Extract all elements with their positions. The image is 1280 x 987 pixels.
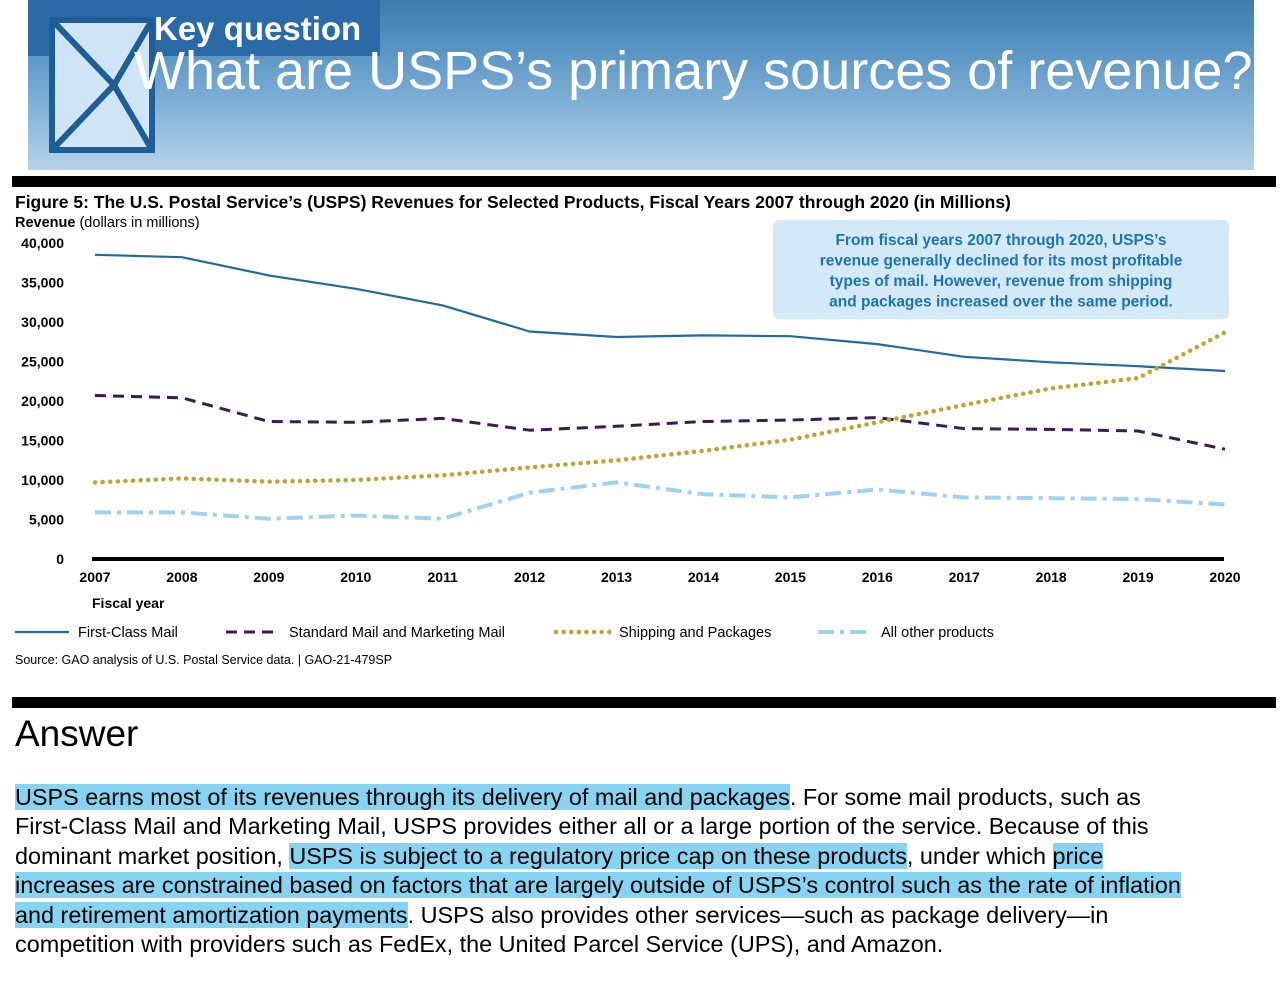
y-axis-title-unit: (dollars in millions) [75, 215, 199, 231]
y-tick-label: 15,000 [21, 433, 64, 449]
highlighted-text: increases are constrained based on facto… [15, 872, 1181, 899]
y-tick-label: 0 [56, 551, 64, 567]
y-tick-label: 10,000 [21, 472, 64, 488]
legend-label: Shipping and Packages [619, 625, 771, 641]
answer-line: increases are constrained based on facto… [15, 871, 1273, 900]
annotation-text: From fiscal years 2007 through 2020, USP… [820, 232, 1183, 311]
y-axis-title-bold: Revenue [15, 215, 75, 231]
answer-heading: Answer [15, 713, 139, 754]
highlighted-text: price [1052, 842, 1104, 869]
x-tick-label: 2009 [253, 569, 284, 585]
x-tick-labels: 2007 2008 2009 2010 2011 2012 2013 2014 2015 2016… [79, 569, 1240, 585]
envelope-icon [49, 17, 155, 153]
answer-text-run: dominant market position, [15, 842, 290, 869]
chart-title: Figure 5: The U.S. Postal Service’s (USP… [15, 192, 1011, 212]
annotation-line: revenue generally declined for its most … [820, 253, 1183, 270]
header-banner: Key question What are USPS’s primary sou… [28, 0, 1254, 170]
annotation-line: and packages increased over the same per… [829, 294, 1173, 311]
page-title: What are USPS’s primary sources of reven… [134, 41, 1253, 101]
answer-text-run: First-Class Mail and Marketing Mail, USP… [15, 813, 1149, 840]
answer-line: dominant market position, USPS is subjec… [15, 842, 1273, 871]
x-tick-label: 2008 [166, 569, 197, 585]
series-lines [92, 253, 1228, 521]
answer-text-run: , under which [906, 842, 1053, 869]
x-tick-label: 2013 [601, 569, 632, 585]
series-line-shipping-and-packages [92, 330, 1228, 485]
legend-label: Standard Mail and Marketing Mail [289, 625, 505, 641]
legend-label: First-Class Mail [78, 625, 178, 641]
answer-text-run: . USPS also provides other services—such… [407, 901, 1109, 928]
y-tick-label: 25,000 [21, 354, 64, 370]
answer-paragraph: USPS earns most of its revenues through … [15, 783, 1273, 959]
answer-line: USPS earns most of its revenues through … [15, 783, 1273, 812]
annotation-line: From fiscal years 2007 through 2020, USP… [835, 232, 1166, 249]
legend-label: All other products [881, 625, 994, 641]
y-tick-label: 35,000 [21, 275, 64, 291]
chart-source: Source: GAO analysis of U.S. Postal Serv… [15, 653, 392, 667]
key-question-label: Key question [154, 10, 362, 47]
x-tick-label: 2020 [1209, 569, 1240, 585]
answer-line: and retirement amortization payments. US… [15, 901, 1273, 930]
series-line-all-other-products [95, 480, 1226, 521]
y-tick-label: 20,000 [21, 393, 64, 409]
y-tick-labels: 0 5,000 10,000 15,000 20,000 25,000 30,000 35,0… [21, 235, 64, 567]
x-axis-title: Fiscal year [92, 595, 165, 611]
y-tick-label: 5,000 [29, 512, 64, 528]
revenue-line-chart: Figure 5: The U.S. Postal Service’s (USP… [15, 192, 1241, 667]
y-tick-label: 30,000 [21, 314, 64, 330]
x-tick-label: 2018 [1036, 569, 1067, 585]
answer-text-run: . For some mail products, such as [789, 784, 1141, 810]
x-tick-label: 2016 [862, 569, 893, 585]
middle-divider [12, 697, 1276, 708]
highlighted-text: USPS is subject to a regulatory price ca… [289, 842, 907, 869]
highlighted-text: USPS earns most of its revenues through … [15, 784, 790, 810]
annotation-line: types of mail. However, revenue from shi… [830, 273, 1173, 290]
x-tick-label: 2015 [775, 569, 806, 585]
x-tick-label: 2012 [514, 569, 545, 585]
x-tick-label: 2017 [949, 569, 980, 585]
legend: First-Class Mail Standard Mail and Market… [15, 625, 994, 641]
x-tick-label: 2007 [79, 569, 110, 585]
x-tick-label: 2019 [1122, 569, 1153, 585]
x-tick-label: 2011 [428, 569, 459, 585]
y-tick-label: 40,000 [21, 235, 64, 251]
annotation-box [773, 220, 1229, 319]
answer-line: First-Class Mail and Marketing Mail, USP… [15, 812, 1273, 841]
top-divider [12, 176, 1276, 187]
series-line-first-class-mail [94, 253, 1226, 373]
x-tick-label: 2014 [688, 569, 719, 585]
highlighted-text: and retirement amortization payments [15, 901, 408, 928]
x-tick-label: 2010 [340, 569, 371, 585]
answer-text-run: competition with providers such as FedEx… [15, 931, 944, 958]
answer-line: competition with providers such as FedEx… [15, 930, 1273, 959]
y-axis-title: Revenue (dollars in millions) [15, 215, 200, 231]
series-line-standard-mail-and-marketing-mail [94, 394, 1226, 451]
